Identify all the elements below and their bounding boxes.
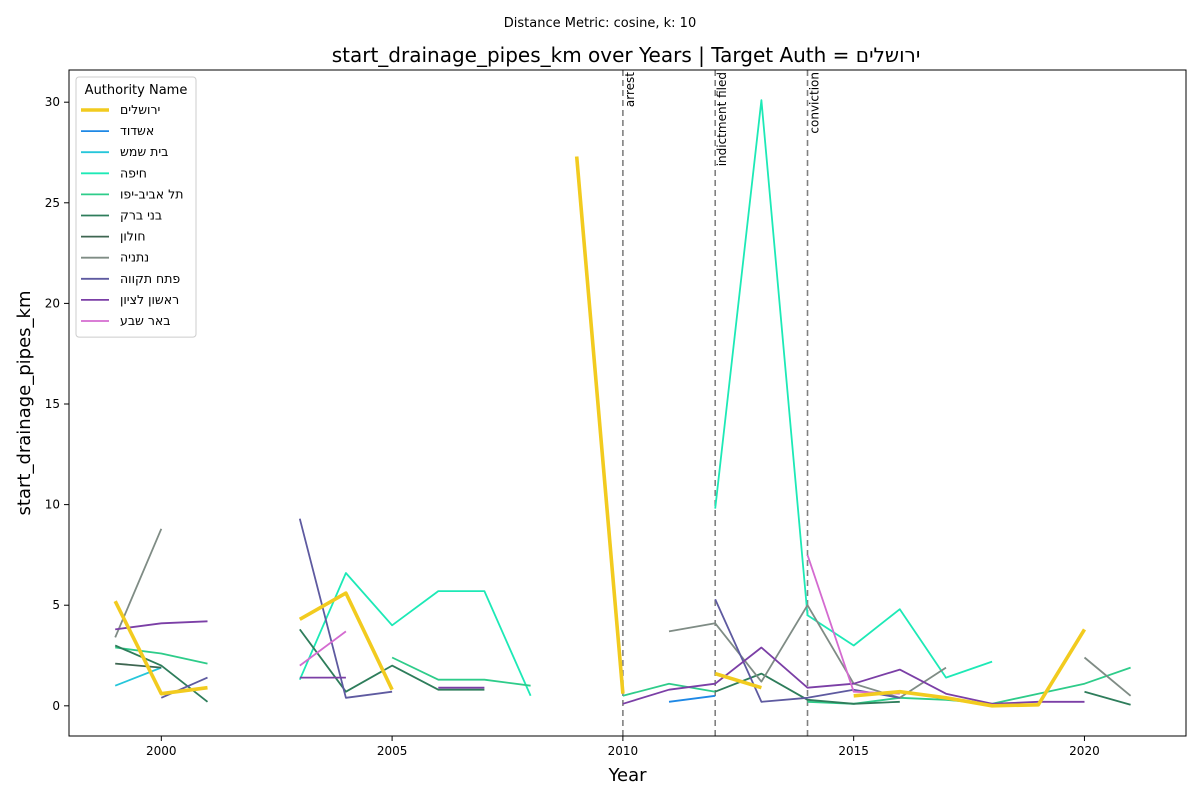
legend-item: חולון [81,229,146,244]
chart-title: start_drainage_pipes_km over Years | Tar… [332,43,921,67]
plot-frame [68,69,1187,737]
legend-label: פתח תקווה [120,271,180,286]
series-line [114,666,162,687]
y-axis-ticks: 0 5 10 15 20 25 30 [45,95,69,713]
x-tick-label: 2020 [1069,744,1100,758]
legend-item: אשדוד [81,123,154,138]
legend-item: תל אביב-יפו [81,186,183,201]
series-line [298,518,393,699]
legend-item: פתח תקווה [81,271,180,286]
series-line [298,591,394,691]
legend: Authority Name ירושלים אשדוד בית שמש חיפה תל … [75,76,197,338]
x-tick-label: 2005 [377,744,408,758]
series-line [714,671,762,690]
legend-label: אשדוד [120,123,154,138]
series [298,99,993,697]
legend-label: בית שמש [120,144,168,159]
series-line [714,99,993,679]
event-label: conviction [808,72,822,134]
y-axis-label: start_drainage_pipes_km [14,291,35,516]
series-line [1083,656,1132,697]
series-line [391,656,531,687]
series-line [1084,690,1131,706]
legend-label: חיפה [120,165,147,180]
legend-label: באר שבע [120,313,171,328]
y-tick-label: 15 [45,397,60,411]
y-tick-label: 25 [45,196,60,210]
series-line [115,646,208,665]
series-line [113,600,208,696]
series-line [622,682,716,697]
y-tick-label: 30 [45,95,60,109]
series-line [622,646,1085,705]
series-line [115,620,208,631]
legend-item: חיפה [81,165,147,180]
series-line [298,572,532,697]
legend-label: תל אביב-יפו [120,186,183,201]
legend-label: ירושלים [120,102,160,117]
x-tick-label: 2000 [146,744,177,758]
y-tick-label: 20 [45,296,60,310]
legend-item: בית שמש [81,144,168,159]
x-tick-label: 2015 [838,744,869,758]
chart-suptitle: Distance Metric: cosine, k: 10 [504,16,696,31]
series-layer [113,99,1132,708]
series-line [115,662,162,669]
x-tick-label: 2010 [608,744,639,758]
legend-item: באר שבע [81,313,171,328]
x-axis-label: Year [607,765,647,786]
legend-item: ירושלים [81,102,160,117]
series [115,620,1085,705]
series [668,694,716,703]
series-line [714,672,900,705]
legend-item: ראשון לציון [81,292,179,307]
legend-item: נתניה [81,250,149,265]
event-label: arrest [623,72,637,107]
event-label: indictment filed [715,72,729,166]
series [114,666,162,687]
series-line [574,156,625,694]
series-line [299,628,485,693]
event-markers: arrest indictment filed conviction [622,70,822,736]
y-tick-label: 5 [52,598,60,612]
series [113,156,1087,708]
y-tick-label: 10 [45,498,60,512]
series-line [668,694,716,703]
legend-box [75,76,197,338]
y-tick-label: 0 [52,699,60,713]
series [115,662,162,669]
legend-label: ראשון לציון [120,292,179,307]
x-axis-ticks: 2000 2005 2010 2015 2020 [146,736,1100,758]
legend-title: Authority Name [85,83,188,98]
series-line [299,630,347,667]
legend-label: חולון [120,229,146,244]
legend-item: בני ברק [81,208,162,223]
legend-label: נתניה [120,250,149,265]
legend-label: בני ברק [120,208,162,223]
series-line [853,628,1087,708]
